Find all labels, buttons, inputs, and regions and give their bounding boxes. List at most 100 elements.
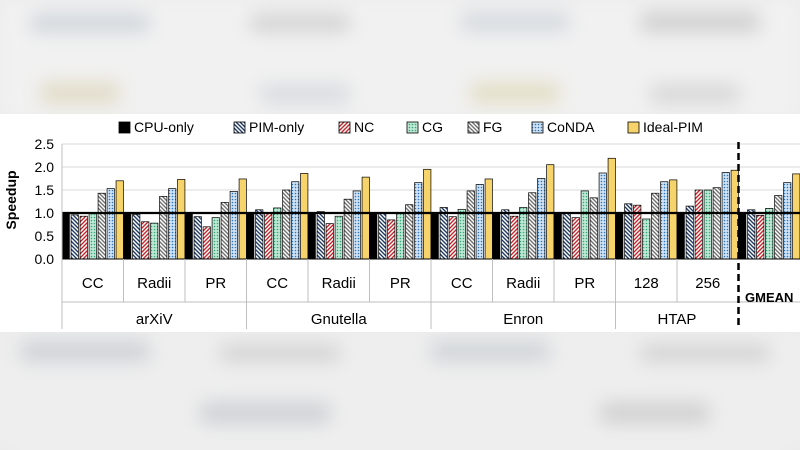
legend-swatch-fg	[467, 121, 480, 134]
legend-swatch-conda	[531, 121, 544, 134]
x-category-label: 128	[634, 275, 659, 292]
x-category-label: CC	[451, 275, 473, 292]
legend-item-cg: CG	[406, 119, 443, 135]
legend-swatch-ideal-pim	[627, 121, 640, 134]
y-tick-label: 1.5	[35, 182, 55, 198]
y-axis-label: Speedup	[3, 170, 19, 229]
bar-conda-pr-arxiv	[229, 191, 238, 260]
x-group-label-gnutella: Gnutella	[311, 311, 368, 328]
bar-pim-only-pr-enron	[562, 212, 571, 260]
legend-label-cg: CG	[422, 119, 443, 135]
bar-cpu-only-256-htap	[676, 212, 685, 260]
x-category-label: PR	[390, 275, 411, 292]
y-tick-label: 2.5	[35, 136, 55, 152]
legend-label-pim-only: PIM-only	[249, 119, 304, 135]
bar-conda-cc-arxiv	[106, 188, 115, 260]
x-category-label: Radii	[137, 275, 171, 292]
bar-cpu-only-radii-arxiv	[123, 212, 132, 260]
legend-swatch-cg	[406, 121, 419, 134]
legend-swatch-pim-only	[233, 121, 246, 134]
bar-nc-radii-gnutella	[325, 223, 334, 260]
x-group-label-arxiv: arXiV	[136, 311, 173, 328]
bar-nc-pr-arxiv	[202, 226, 211, 260]
blurred-background-bottom	[0, 330, 800, 450]
bar-nc-cc-arxiv	[79, 215, 88, 260]
bar-conda-radii-arxiv	[168, 188, 177, 260]
x-category-label: CC	[266, 275, 288, 292]
bar-conda-cc-gnutella	[291, 181, 300, 260]
bar-nc-radii-arxiv	[141, 221, 150, 260]
x-category-label: Radii	[506, 275, 540, 292]
bar-fg-radii-enron	[528, 192, 537, 260]
legend-item-fg: FG	[467, 119, 502, 135]
blurred-background-top	[0, 0, 800, 118]
bar-cpu-only-pr-enron	[553, 212, 562, 260]
x-category-label: CC	[82, 275, 104, 292]
bars	[61, 157, 800, 260]
speedup-bar-chart: CPU-only PIM-only NC CG FG CoNDA Ideal-PIM Spe…	[3, 119, 800, 329]
bar-cg-pr-gnutella	[396, 212, 405, 260]
bar-cg-pr-enron	[580, 190, 589, 260]
legend-label-nc: NC	[354, 119, 374, 135]
bar-cg-cc-arxiv	[88, 212, 97, 260]
x-category-label: PR	[574, 275, 595, 292]
y-tick-label: 2.0	[35, 159, 55, 175]
x-category-label: 256	[695, 275, 720, 292]
x-group-label-htap: HTAP	[658, 311, 697, 328]
legend: CPU-only PIM-only NC CG FG CoNDA Ideal-PIM	[118, 119, 703, 135]
bar-fg-cc-gnutella	[282, 189, 291, 260]
bar-conda-radii-gnutella	[352, 190, 361, 260]
bar-nc-cc-enron	[448, 216, 457, 260]
bar-nc-pr-gnutella	[387, 219, 396, 260]
y-tick-label: 0.0	[35, 251, 55, 267]
x-category-label: PR	[205, 275, 226, 292]
bar-fg-128-htap	[651, 192, 660, 260]
bar-cpu-only-cc-arxiv	[61, 212, 70, 260]
legend-item-ideal-pim: Ideal-PIM	[627, 119, 703, 135]
bar-cpu-only-pr-gnutella	[369, 212, 378, 260]
bar-conda-pr-enron	[598, 172, 607, 260]
bar-fg-cc-enron	[466, 190, 475, 260]
bar-cpu-only-cc-enron	[430, 212, 439, 260]
bar-nc-gmean-gmean	[756, 214, 765, 260]
y-axis-ticks: 0.0 0.5 1.0 1.5 2.0 2.5	[35, 136, 55, 267]
bar-ideal-pim-radii-gnutella	[361, 176, 370, 260]
x-group-label-enron: Enron	[503, 311, 543, 328]
bar-conda-128-htap	[660, 181, 669, 260]
legend-label-cpu-only: CPU-only	[134, 119, 194, 135]
legend-item-cpu-only: CPU-only	[118, 119, 194, 135]
bar-fg-pr-arxiv	[220, 202, 229, 260]
bar-nc-radii-enron	[510, 215, 519, 260]
bar-pim-only-cc-enron	[439, 207, 448, 260]
legend-swatch-nc	[338, 121, 351, 134]
bar-pim-only-radii-arxiv	[132, 214, 141, 260]
bar-nc-cc-gnutella	[264, 212, 273, 260]
bar-cg-128-htap	[642, 218, 651, 260]
bar-cg-pr-arxiv	[211, 217, 220, 260]
bar-pim-only-gmean-gmean	[747, 209, 756, 260]
bar-fg-radii-gnutella	[343, 198, 352, 260]
bar-ideal-pim-gmean-gmean	[792, 173, 800, 260]
legend-item-pim-only: PIM-only	[233, 119, 304, 135]
bar-ideal-pim-radii-enron	[546, 164, 555, 260]
bar-fg-radii-arxiv	[159, 196, 168, 260]
bar-pim-only-cc-arxiv	[70, 214, 79, 260]
bar-cpu-only-pr-arxiv	[184, 212, 193, 260]
bar-cg-gmean-gmean	[765, 208, 774, 260]
bar-ideal-pim-128-htap	[669, 179, 678, 260]
legend-label-fg: FG	[483, 119, 502, 135]
bar-conda-pr-gnutella	[414, 182, 423, 260]
x-group-label-gmean: GMEAN	[745, 290, 793, 305]
bar-pim-only-radii-enron	[501, 209, 510, 260]
bar-pim-only-pr-arxiv	[193, 216, 202, 260]
bar-fg-256-htap	[712, 187, 721, 260]
bar-pim-only-pr-gnutella	[378, 212, 387, 260]
bar-conda-gmean-gmean	[783, 182, 792, 260]
bar-ideal-pim-pr-arxiv	[238, 178, 247, 260]
bar-nc-pr-enron	[571, 217, 580, 260]
bar-ideal-pim-pr-gnutella	[423, 168, 432, 260]
bar-cpu-only-radii-enron	[492, 212, 501, 260]
chart-panel: CPU-only PIM-only NC CG FG CoNDA Ideal-PIM Spe…	[0, 114, 800, 332]
bar-cpu-only-cc-gnutella	[246, 212, 255, 260]
bar-cpu-only-128-htap	[615, 212, 624, 260]
